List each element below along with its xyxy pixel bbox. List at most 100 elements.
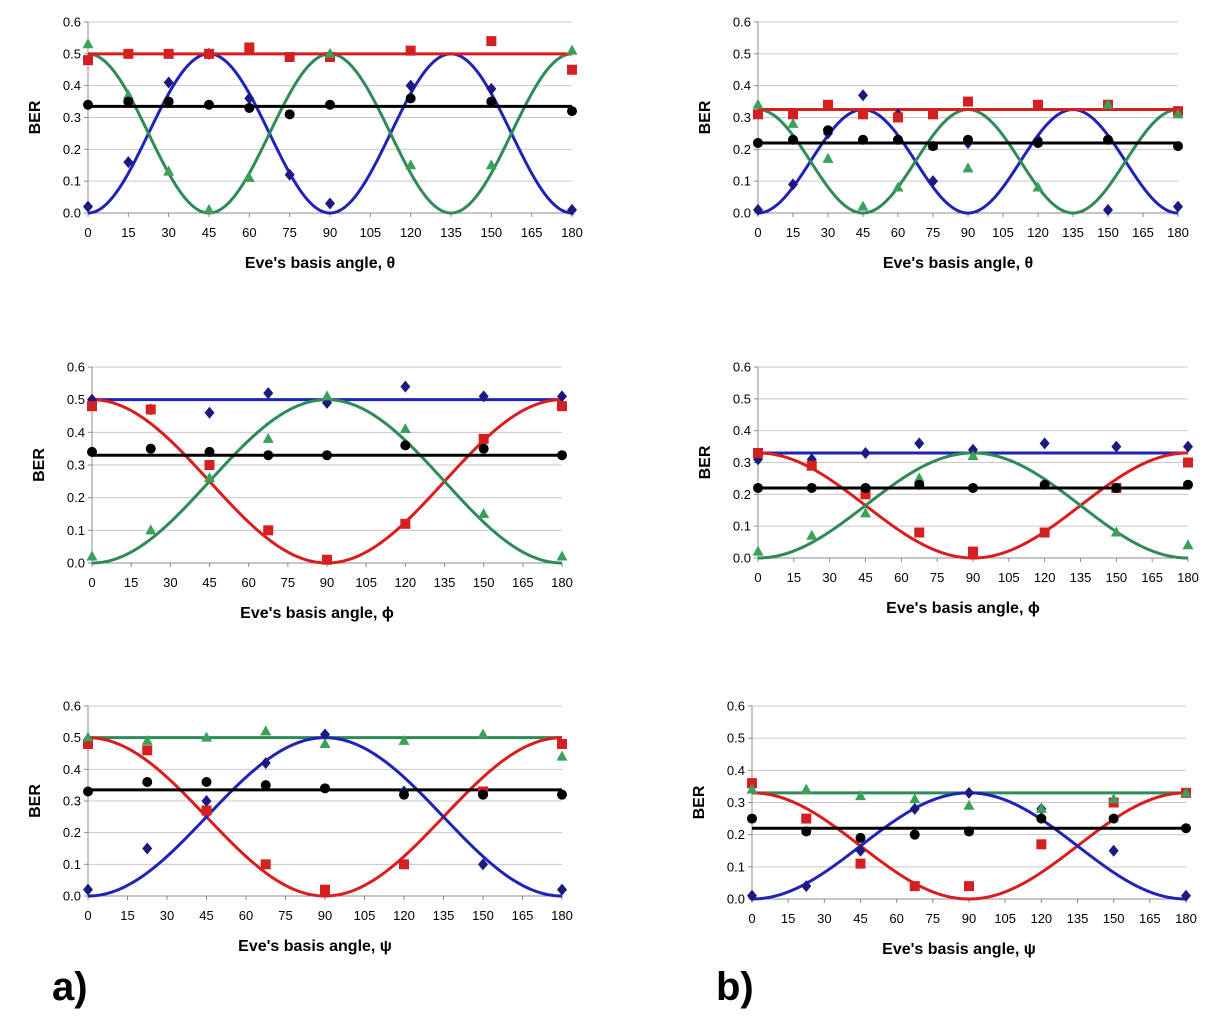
a1-x-tick-label: 90 bbox=[323, 225, 337, 240]
b1-point-blue bbox=[788, 178, 798, 191]
a1-point-red bbox=[163, 48, 174, 59]
a2-x-axis-label: Eve's basis angle, ϕ bbox=[240, 605, 394, 622]
a2-point-red bbox=[322, 554, 332, 565]
a2-x-tick-label: 0 bbox=[88, 575, 95, 590]
b3-point-black bbox=[1181, 823, 1191, 834]
b2-y-tick-label: 0.5 bbox=[733, 391, 751, 406]
a2-x-tick-label: 165 bbox=[512, 575, 534, 590]
a1-point-blue bbox=[83, 200, 93, 213]
a1-y-tick-label: 0.2 bbox=[63, 142, 81, 157]
b2-point-red bbox=[753, 447, 763, 458]
a3-point-black bbox=[478, 789, 488, 800]
a3-point-blue bbox=[478, 858, 488, 871]
a3-x-tick-label: 75 bbox=[278, 908, 292, 923]
chart-panel-a2: 0.0 0.1 0.2 0.3 0.4 0.5 0.6 0 15 30 45 60 75 90 105 120… bbox=[0, 345, 600, 645]
a3-x-tick-label: 135 bbox=[433, 908, 455, 923]
b1-point-green bbox=[822, 152, 834, 163]
a1-y-tick-label: 0.4 bbox=[63, 78, 81, 93]
a3-point-red bbox=[320, 884, 330, 895]
a2-y-tick-label: 0.4 bbox=[67, 425, 85, 440]
a3-y-tick-label: 0.3 bbox=[63, 794, 81, 809]
b2-y-tick-label: 0.6 bbox=[733, 360, 751, 375]
a2-x-tick-label: 30 bbox=[163, 575, 177, 590]
a3-fit-curve-red bbox=[87, 736, 563, 898]
b1-point-blue bbox=[1103, 203, 1113, 216]
b2-y-tick-label: 0.3 bbox=[733, 455, 751, 470]
b3-point-green bbox=[909, 793, 921, 804]
b1-point-green bbox=[1102, 98, 1114, 109]
b3-point-blue bbox=[1181, 889, 1191, 902]
b3-point-green bbox=[1108, 793, 1120, 804]
b1-point-black bbox=[928, 141, 938, 152]
a1-point-green bbox=[243, 171, 255, 182]
a3-point-green bbox=[82, 731, 94, 742]
a2-x-tick-label: 150 bbox=[473, 575, 495, 590]
a1-point-red bbox=[123, 48, 134, 59]
b1-point-black bbox=[858, 134, 868, 145]
b1-y-tick-label: 0.6 bbox=[733, 15, 751, 30]
a3-point-blue bbox=[142, 842, 153, 855]
b2-x-tick-label: 180 bbox=[1177, 570, 1199, 585]
b3-point-black bbox=[1108, 813, 1119, 824]
a2-point-red bbox=[87, 401, 97, 412]
b1-point-red bbox=[823, 99, 833, 110]
a2-point-green bbox=[204, 472, 215, 483]
b1-y-tick-label: 0.1 bbox=[733, 174, 751, 189]
b2-point-red bbox=[968, 546, 978, 557]
b1-point-red bbox=[858, 109, 868, 120]
b3-point-green bbox=[800, 783, 812, 794]
b1-point-black bbox=[893, 134, 903, 145]
a3-point-red bbox=[399, 859, 409, 870]
a2-point-green bbox=[86, 550, 98, 561]
b2-point-black bbox=[860, 482, 871, 493]
b3-y-axis-label: BER bbox=[691, 785, 708, 819]
b3-point-green bbox=[1180, 786, 1192, 797]
a3-x-tick-label: 45 bbox=[199, 908, 213, 923]
a1-point-black bbox=[244, 102, 255, 113]
a3-x-tick-label: 60 bbox=[239, 908, 253, 923]
b2-x-tick-label: 60 bbox=[894, 570, 908, 585]
a1-x-tick-label: 150 bbox=[480, 225, 502, 240]
b3-x-tick-label: 150 bbox=[1103, 911, 1125, 926]
b2-y-tick-label: 0.4 bbox=[733, 423, 751, 438]
b2-point-red bbox=[860, 489, 871, 500]
b1-x-tick-label: 0 bbox=[754, 225, 761, 240]
a3-x-tick-label: 15 bbox=[120, 908, 134, 923]
a2-y-tick-label: 0.0 bbox=[67, 556, 85, 571]
a1-point-red bbox=[204, 48, 214, 59]
b2-point-black bbox=[968, 482, 978, 493]
a1-point-green bbox=[163, 165, 175, 176]
b2-point-black bbox=[806, 482, 817, 493]
a1-point-green bbox=[405, 159, 417, 170]
b2-point-black bbox=[914, 479, 925, 490]
b1-x-tick-label: 135 bbox=[1062, 225, 1084, 240]
a1-y-tick-label: 0.6 bbox=[63, 15, 81, 30]
a1-y-tick-label: 0.0 bbox=[63, 206, 81, 221]
b3-point-blue bbox=[855, 844, 866, 857]
a2-point-black bbox=[557, 450, 567, 461]
chart-panel-a3: 0.0 0.1 0.2 0.3 0.4 0.5 0.6 0 15 30 45 60 75 90 105 120… bbox=[0, 690, 600, 980]
a2-point-blue bbox=[557, 390, 567, 403]
b1-point-red bbox=[893, 112, 903, 123]
a2-point-red bbox=[400, 518, 411, 529]
b1-x-tick-label: 15 bbox=[786, 225, 800, 240]
a1-x-tick-label: 75 bbox=[282, 225, 296, 240]
b3-point-blue bbox=[801, 880, 812, 893]
a2-point-blue bbox=[478, 390, 489, 403]
a2-point-black bbox=[204, 446, 215, 457]
a1-point-black bbox=[405, 93, 416, 104]
b2-point-black bbox=[1111, 482, 1122, 493]
a3-point-black bbox=[260, 780, 271, 791]
b2-point-blue bbox=[860, 446, 871, 459]
a2-point-green bbox=[321, 390, 333, 401]
b3-point-blue bbox=[1108, 844, 1119, 857]
a3-point-red bbox=[557, 739, 567, 749]
b1-y-tick-label: 0.3 bbox=[733, 110, 751, 125]
b3-point-blue bbox=[747, 889, 757, 902]
a1-y-tick-label: 0.5 bbox=[63, 46, 81, 61]
b2-point-red bbox=[806, 460, 817, 471]
b3-x-tick-label: 135 bbox=[1067, 911, 1089, 926]
b1-point-green bbox=[892, 181, 904, 192]
b3-x-tick-label: 75 bbox=[926, 911, 940, 926]
a1-x-tick-label: 45 bbox=[202, 225, 216, 240]
